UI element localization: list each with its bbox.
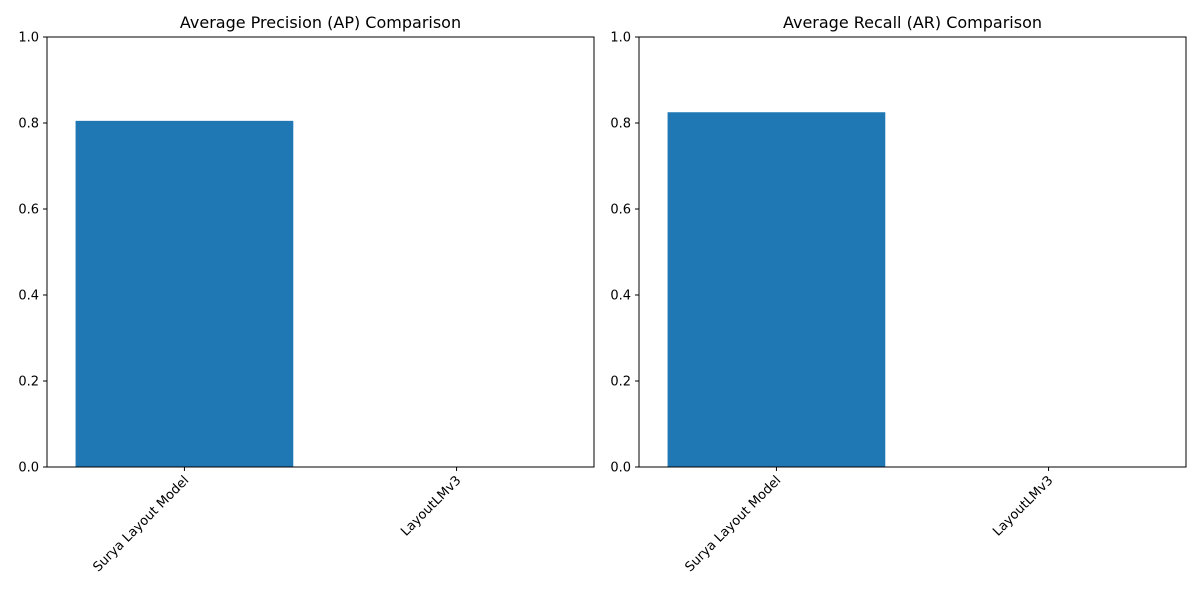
x-tick-label: LayoutLMv3 [398, 473, 464, 539]
chart-panel-2: Average Recall (AR) Comparison Surya Layo… [610, 13, 1187, 575]
y-tick-label: 0.2 [18, 375, 39, 390]
x-tick-label: LayoutLMv3 [990, 473, 1056, 539]
chart-panel-1: Average Precision (AP) Comparison Surya L… [18, 13, 595, 575]
y-tick-label: 0.6 [18, 203, 39, 218]
y-tick-label: 0.0 [18, 461, 39, 476]
x-tick-label: Surya Layout Model [682, 473, 784, 575]
bar-1 [75, 120, 294, 467]
y-tick-label: 0.8 [610, 117, 631, 132]
y-tick-label: 0.4 [610, 289, 631, 304]
y-tick-label: 1.0 [610, 31, 631, 46]
y-tick-label: 0.4 [18, 289, 39, 304]
y-tick-label: 1.0 [18, 31, 39, 46]
chart-title: Average Precision (AP) Comparison [180, 13, 461, 32]
y-tick-label: 0.2 [610, 375, 631, 390]
y-tick-label: 0.8 [18, 117, 39, 132]
bar-1 [667, 112, 886, 467]
y-tick-label: 0.6 [610, 203, 631, 218]
x-tick-label: Surya Layout Model [90, 473, 192, 575]
plot-frame [46, 36, 595, 468]
y-tick-label: 0.0 [610, 461, 631, 476]
chart-title: Average Recall (AR) Comparison [783, 13, 1042, 32]
plot-frame [638, 36, 1187, 468]
